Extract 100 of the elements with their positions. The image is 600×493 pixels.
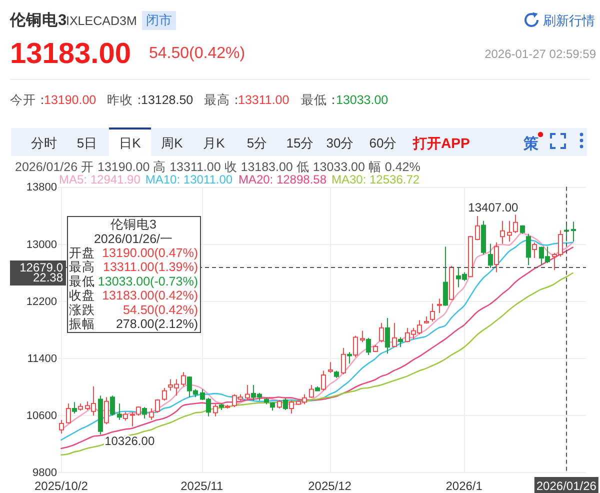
x-tick-label: 2026/1	[446, 479, 483, 493]
candlestick	[219, 403, 224, 410]
candlestick	[532, 242, 537, 259]
text: 13190.00	[44, 93, 96, 107]
text: 策	[522, 136, 540, 152]
candlestick	[507, 220, 512, 242]
candlestick	[123, 412, 128, 422]
candlestick	[72, 402, 77, 414]
candlestick	[430, 303, 435, 322]
text: 15分	[286, 136, 314, 150]
chart-title: 伦铜电3	[9, 11, 67, 29]
candlestick	[392, 322, 397, 348]
candlestick	[468, 235, 473, 278]
annotation: 最高	[69, 259, 95, 274]
annotation: 13190.00(0.47%)	[102, 246, 198, 260]
candlestick	[347, 352, 352, 364]
text: 54.50(0.42%)	[149, 45, 246, 62]
candlestick	[309, 384, 314, 398]
candlestick	[475, 215, 480, 241]
candlestick	[104, 396, 109, 425]
candlestick	[500, 220, 505, 244]
candlestick	[449, 265, 454, 301]
text: 13128.50	[141, 93, 194, 107]
text: MA10: 13011.00	[145, 172, 233, 187]
x-tick-label: 2025/10/2	[34, 479, 88, 493]
annotation: 54.50(0.42%)	[122, 302, 198, 317]
annotation: 伦铜电3	[110, 218, 157, 232]
x-tick-label: 2025/12	[308, 479, 352, 493]
candlestick	[78, 403, 83, 412]
y-tick-label: 11400	[27, 352, 57, 365]
candlestick	[513, 214, 518, 234]
text: 60分	[369, 136, 397, 150]
candlestick	[520, 224, 525, 234]
y-tick-label: 10600	[26, 410, 57, 422]
candlestick	[494, 242, 499, 273]
text: 13183.00	[10, 38, 131, 70]
candlestick	[443, 246, 448, 306]
x-tick-label: 2025/11	[180, 479, 224, 493]
annotation: 振幅	[69, 317, 95, 331]
text: 5分	[246, 136, 268, 150]
annotation: 278.00(2.12%)	[116, 317, 198, 331]
y-tick-label: 13800	[26, 182, 57, 194]
text: 分时	[31, 136, 57, 150]
candlestick	[277, 399, 282, 410]
candlestick	[424, 316, 429, 324]
y-tick-label: 12200	[26, 296, 57, 308]
text: MA5: 12941.90	[59, 172, 141, 187]
candlestick	[110, 395, 115, 416]
text: 2026/01/26 开 13190.00 高 13311.00 收 13183.00 低 13033.00 幅 0.42%	[15, 159, 420, 174]
text: 打开APP	[412, 135, 470, 151]
candlestick	[213, 404, 218, 417]
annotation: 涨跌	[69, 302, 95, 317]
candlestick	[315, 386, 320, 392]
candlestick	[379, 322, 384, 343]
candlestick	[481, 220, 486, 255]
text: 闭市	[146, 12, 172, 28]
candlestick	[162, 387, 167, 402]
text: 30分	[326, 136, 354, 150]
candlestick	[181, 372, 186, 387]
candlestick	[289, 400, 294, 414]
candlestick	[341, 347, 346, 375]
annotation: 开盘	[69, 246, 95, 260]
candlestick	[328, 362, 333, 374]
annotation: 13033.00(-0.73%)	[98, 274, 198, 288]
text: MA20: 12898.58	[238, 172, 327, 187]
candlestick	[360, 330, 365, 343]
candlestick	[98, 395, 103, 435]
candlestick	[264, 397, 269, 405]
annotation: 13183.00(0.42%)	[102, 288, 198, 303]
candlestick	[142, 406, 147, 420]
candlestick	[526, 233, 531, 266]
text: 13311.00	[238, 93, 290, 107]
candlestick	[270, 402, 275, 412]
text: 周K	[161, 136, 184, 150]
y-tick-label: 13000	[26, 238, 57, 251]
text: 日K	[119, 136, 142, 150]
candlestick	[353, 335, 358, 358]
candlestick	[283, 398, 288, 410]
annotation: 最低	[69, 274, 95, 288]
line-series	[60, 272, 574, 456]
text: 刷新行情	[543, 13, 595, 28]
candlestick	[321, 370, 326, 392]
candlestick	[225, 404, 230, 410]
text: 5日	[76, 136, 98, 150]
candlestick	[66, 403, 71, 424]
candlestick	[437, 298, 442, 314]
text: 2026-01-27 02:59:59	[484, 47, 596, 61]
candlestick	[334, 370, 339, 378]
y-tick-label: 9800	[32, 467, 57, 479]
candlestick	[373, 344, 378, 353]
annotation: 13311.00(1.39%)	[103, 260, 198, 274]
candlestick	[59, 419, 64, 434]
candlestick	[488, 243, 493, 269]
candlestick	[385, 317, 390, 354]
text: 月K	[203, 136, 226, 150]
candlestick	[117, 403, 122, 420]
annotation: 收盘	[69, 288, 95, 303]
candlestick	[571, 221, 576, 242]
candlestick	[245, 384, 250, 400]
annotation: 2026/01/26/一	[94, 232, 174, 246]
